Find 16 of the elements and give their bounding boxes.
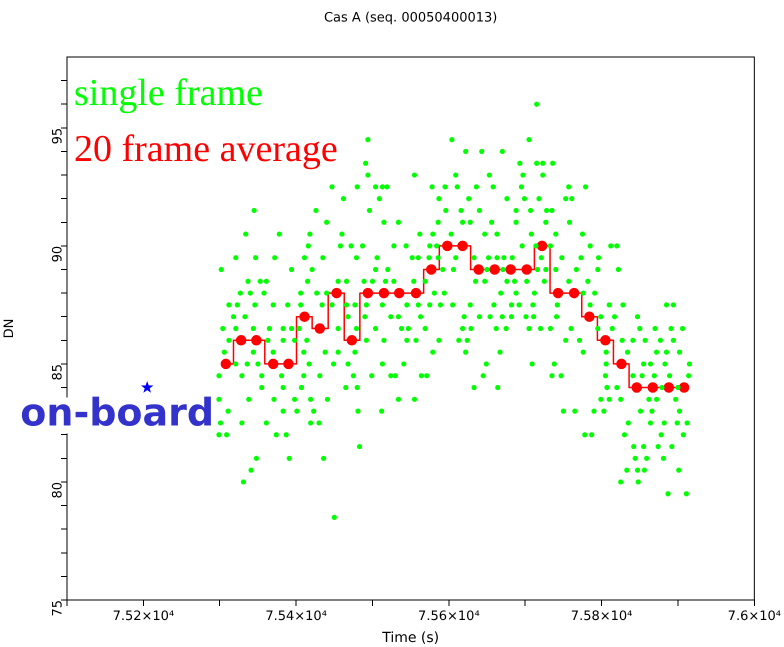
y-tick-label: 95 bbox=[50, 128, 66, 144]
x-tick-label: 7.52×10⁴ bbox=[112, 609, 174, 624]
text: 20 frame average bbox=[74, 128, 338, 170]
annotation: on-board bbox=[20, 390, 214, 434]
y-tick-label: 85 bbox=[50, 364, 66, 380]
chart-title: Cas A (seq. 00050400013) bbox=[324, 10, 498, 26]
text: single frame bbox=[74, 72, 263, 114]
x-tick-label: 7.58×10⁴ bbox=[570, 609, 632, 624]
y-tick-label: 80 bbox=[50, 482, 66, 499]
y-tick-label: 90 bbox=[50, 246, 66, 262]
x-axis-title: Time (s) bbox=[381, 630, 440, 646]
x-tick-label: 7.54×10⁴ bbox=[265, 609, 327, 624]
y-tick-label: 75 bbox=[50, 600, 66, 617]
y-axis-title: DN bbox=[2, 318, 18, 338]
x-tick-label: 7.6×10⁴ bbox=[728, 609, 782, 624]
x-tick-label: 7.56×10⁴ bbox=[418, 609, 480, 624]
